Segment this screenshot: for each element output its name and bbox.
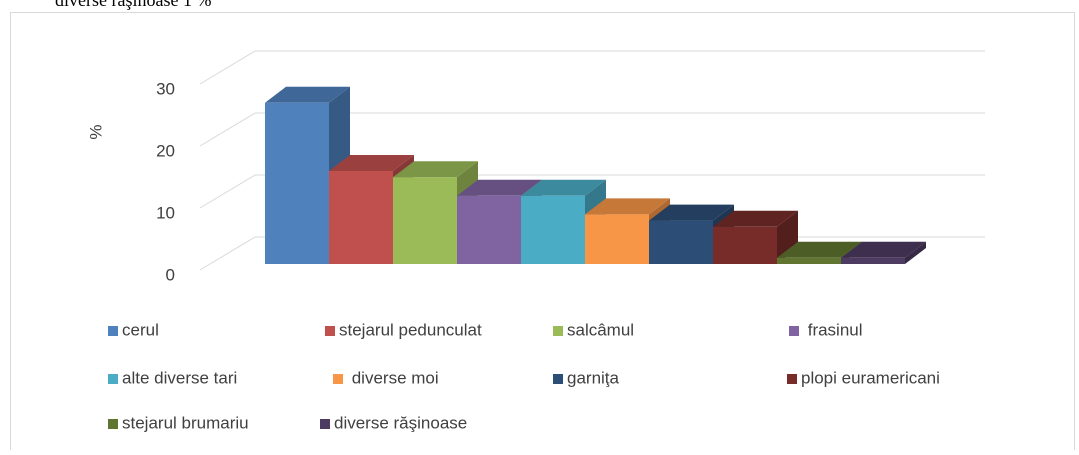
legend-swatch: [108, 419, 118, 429]
y-axis-label: %: [86, 124, 105, 139]
legend-label: stejarul pedunculat: [339, 320, 482, 339]
legend-label: salcâmul: [567, 320, 634, 339]
bar: [393, 177, 457, 264]
bar: [585, 214, 649, 264]
bar: [457, 195, 521, 264]
y-tick-label: 10: [156, 203, 175, 222]
legend-swatch: [787, 374, 797, 384]
bar: [265, 102, 329, 264]
bar: [521, 195, 585, 264]
bar-top: [777, 241, 862, 258]
legend-label: plopi euramericani: [801, 368, 940, 387]
bar: [329, 171, 393, 264]
legend-swatch: [553, 374, 563, 384]
y-tick-label: 20: [156, 141, 175, 160]
bar-top: [329, 155, 414, 171]
grid-line: [199, 50, 256, 85]
bar-top: [521, 179, 606, 196]
bar-side: [905, 241, 926, 264]
caption: diverse răşinoase 1 %: [55, 0, 211, 10]
bar: [777, 257, 841, 264]
legend-swatch: [789, 326, 799, 336]
bar-top: [585, 198, 670, 215]
legend-label: alte diverse tari: [122, 368, 237, 387]
legend-label: garniţa: [567, 368, 620, 387]
bar-top: [713, 210, 798, 227]
legend-swatch: [333, 374, 343, 384]
y-tick-label: 0: [166, 265, 175, 284]
grid-line: [199, 112, 256, 147]
bar-top: [649, 204, 734, 221]
bar-top: [457, 179, 542, 196]
bar-top: [393, 161, 478, 178]
bar: [649, 220, 713, 264]
legend-swatch: [553, 326, 563, 336]
legend-label: cerul: [122, 320, 159, 339]
y-tick-label: 30: [156, 79, 175, 98]
grid-line: [199, 174, 256, 209]
bar-top: [265, 86, 350, 103]
legend-swatch: [320, 419, 330, 429]
legend-swatch: [325, 326, 335, 336]
bar: [841, 257, 905, 264]
bar: [713, 226, 777, 264]
legend-swatch: [108, 374, 118, 384]
legend-label: diverse moi: [347, 368, 439, 387]
legend-label: stejarul brumariu: [122, 413, 249, 432]
legend-label: frasinul: [803, 320, 863, 339]
grid-line: [199, 236, 256, 271]
legend-label: diverse răşinoase: [334, 413, 467, 432]
bar-top: [841, 241, 926, 258]
legend-swatch: [108, 326, 118, 336]
